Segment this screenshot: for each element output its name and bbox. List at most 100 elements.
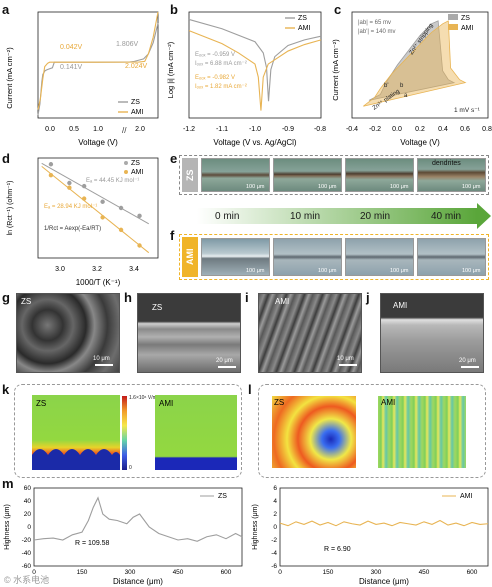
- panel-c-xtick: 0.6: [460, 126, 470, 133]
- micro-ami-40min: 100 μm: [417, 238, 486, 276]
- panel-c-frame: [351, 11, 489, 119]
- ytick-label: -40: [22, 550, 32, 557]
- xtick-label: 600: [221, 569, 232, 576]
- panel-l-label: l: [248, 382, 252, 397]
- ytick-label: -6: [271, 563, 277, 570]
- ytick-label: 4: [273, 498, 277, 505]
- panel-c-xtick: -0.2: [369, 126, 381, 133]
- panel-c-anno: |ab'| = 140 mv: [358, 29, 395, 35]
- micro-zs-20min: 100 μm: [345, 158, 414, 192]
- panel-c-anno: 1 mV s⁻¹: [454, 107, 481, 114]
- field-sim-zs: ZS: [32, 395, 120, 470]
- ytick-label: 40: [24, 498, 32, 505]
- panel-c-xtick: 0.8: [482, 126, 492, 133]
- panel-m-left-legend: ZS: [218, 493, 227, 500]
- panel-a-anno: 1.806V: [116, 41, 139, 48]
- micro-ami-10min: 100 μm: [273, 238, 342, 276]
- panel-a-xtick: 0.5: [69, 126, 79, 133]
- point-zs: [118, 205, 124, 211]
- point-zs: [67, 180, 72, 186]
- point-zs: [48, 162, 54, 167]
- legend-swatch-ami: [448, 24, 458, 30]
- xtick-label: 150: [77, 569, 88, 576]
- panel-a-xtick: 0.0: [45, 126, 55, 133]
- point-ami: [137, 243, 142, 248]
- panel-d-legend-zs: ZS: [131, 160, 140, 167]
- panel-a-xlabel: Voltage (V): [78, 138, 118, 147]
- panel-m-right-frame: [279, 487, 489, 567]
- panel-b-chart: Log |i| (mA cm⁻²) Voltage (V vs. Ag/AgCl…: [166, 11, 326, 147]
- panel-d-plot: [41, 162, 150, 254]
- panel-e-row-label: ZS: [182, 158, 198, 192]
- xtick-label: 150: [323, 569, 334, 576]
- micro-ami-20min: 100 μm: [345, 238, 414, 276]
- panel-d-xtick: 3.2: [92, 266, 102, 273]
- panel-b-anno: Eₒₒₓ = -0.959 V: [195, 52, 235, 58]
- ytick-label: -20: [22, 537, 32, 544]
- panel-d-xlabel: 1000/T (K⁻¹): [76, 278, 121, 287]
- fit-line-ami: [41, 165, 150, 254]
- point-ami: [48, 172, 54, 178]
- panel-m-right-ylabel: Highness (μm): [252, 504, 259, 550]
- panel-b-plot: [188, 18, 322, 111]
- time-label-0: 0 min: [215, 211, 240, 222]
- afm-map-zs: ZS: [272, 396, 356, 468]
- panel-c-xtick: 0.2: [415, 126, 425, 133]
- panel-a-chart: Current (mA cm⁻²) Voltage (V) 0.0 0.5 1.…: [5, 11, 159, 147]
- panel-m-right-legend: AMI: [460, 493, 473, 500]
- panel-e-label: e: [170, 151, 178, 166]
- legend-swatch-zs: [448, 14, 458, 20]
- panel-c-anno: |ab| = 65 mv: [358, 20, 391, 26]
- sem-image-zs-cross: ZS 20 μm: [137, 293, 241, 373]
- colorbar: [122, 396, 127, 470]
- series-ami-line: [279, 519, 489, 527]
- colorbar-bottom: 0: [129, 465, 132, 471]
- panel-c-chart: Current (mA cm⁻²) Voltage (V) -0.4 -0.2 …: [331, 11, 492, 147]
- panel-a-xtick: 2.0: [135, 126, 145, 133]
- panel-c-anno: b: [400, 83, 404, 89]
- point-zs: [81, 183, 87, 189]
- time-arrow-head: [477, 203, 491, 229]
- panel-m-label: m: [2, 476, 14, 491]
- colorbar-top: 1.6×10⁶ V/m: [129, 395, 157, 401]
- panel-b-xlabel: Voltage (V vs. Ag/AgCl): [213, 138, 296, 147]
- time-label-10: 10 min: [290, 211, 321, 222]
- point-ami: [118, 227, 124, 233]
- panel-m-right-plot: 0 150 300 450 600 -6 -4 -2 0 2 4 6: [271, 485, 489, 576]
- panel-a-plot: [37, 11, 159, 116]
- point-zs: [137, 213, 142, 219]
- panel-h-label: h: [124, 290, 132, 305]
- panel-b-frame: [188, 11, 322, 119]
- panel-m-left-xlabel: Distance (μm): [113, 577, 163, 586]
- watermark: © 水系电池: [4, 575, 50, 585]
- panel-d-xtick: 3.4: [129, 266, 139, 273]
- panel-d-chart: ln (Rct⁻¹) (ohm⁻¹) 1000/T (K⁻¹) 3.0 3.2 …: [7, 157, 159, 287]
- panel-c-xtick: 0.4: [438, 126, 448, 133]
- axis-break-mark: //: [122, 126, 127, 135]
- panel-c-legend-ami: AMI: [461, 25, 474, 32]
- sem-image-ami-cross: AMI 20 μm: [380, 293, 484, 373]
- panel-i-label: i: [245, 290, 249, 305]
- legend-marker-ami: [124, 170, 128, 174]
- series-zs-line: [188, 18, 322, 102]
- ytick-label: 60: [24, 485, 32, 492]
- sem-image-zs-top: ZS 10 μm: [16, 293, 120, 373]
- panel-b-xtick: -0.8: [314, 126, 326, 133]
- panel-a-ylabel: Current (mA cm⁻²): [5, 47, 14, 109]
- micro-zs-10min: 100 μm: [273, 158, 342, 192]
- panel-d-legend-ami: AMI: [131, 169, 144, 176]
- series-zs-area: [368, 20, 456, 101]
- panel-m-left-ylabel: Highness (μm): [4, 504, 11, 550]
- legend-marker-zs: [124, 161, 128, 165]
- series-ami-line: [188, 30, 322, 111]
- panel-a-anno: 0.042V: [60, 44, 83, 51]
- ytick-label: 0: [273, 524, 277, 531]
- panel-b-xtick: -0.9: [282, 126, 294, 133]
- panel-l-frame: [258, 384, 486, 478]
- panel-j-label: j: [366, 290, 370, 305]
- xtick-label: 450: [173, 569, 184, 576]
- panel-d-anno: Eₐ = 28.94 KJ mol⁻¹: [44, 204, 97, 210]
- point-ami: [67, 185, 72, 190]
- time-label-20: 20 min: [360, 211, 391, 222]
- sem-image-ami-top: AMI 10 μm: [258, 293, 362, 373]
